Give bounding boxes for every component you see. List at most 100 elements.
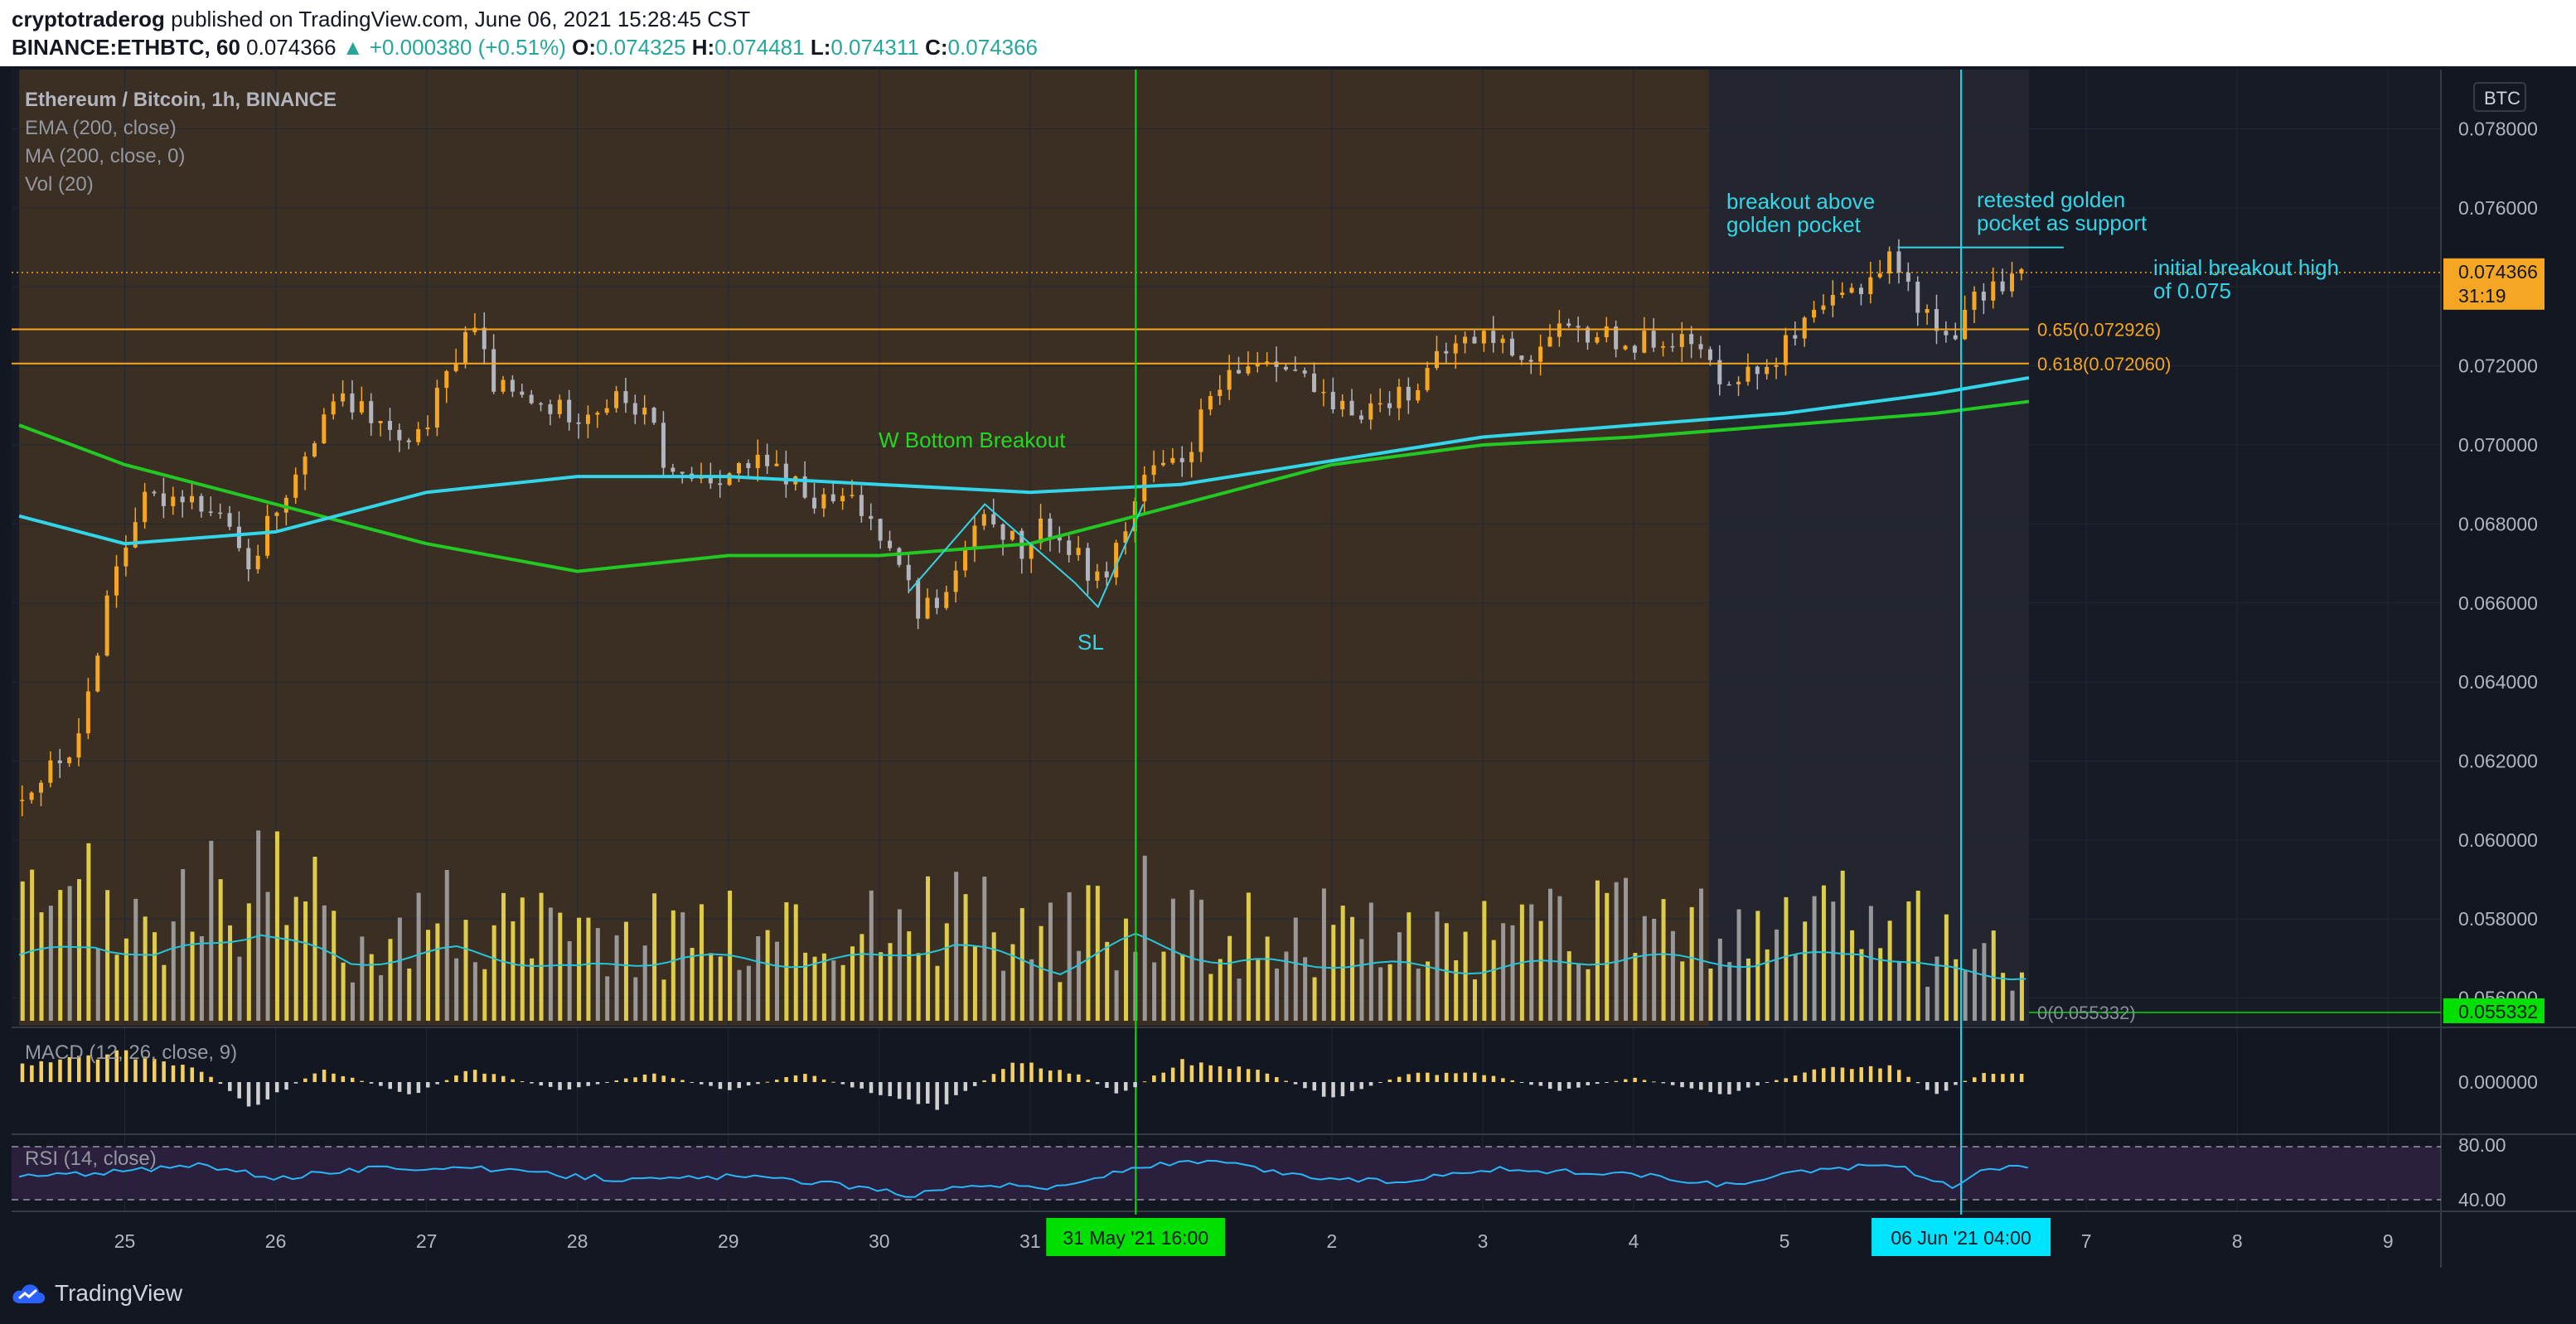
candle-body xyxy=(350,393,355,413)
volume-bar xyxy=(530,958,535,1021)
candle-body xyxy=(1160,462,1165,466)
macd-bar xyxy=(444,1080,449,1082)
candle-body xyxy=(152,491,157,494)
candle-body xyxy=(1802,317,1807,339)
candle-body xyxy=(632,403,637,415)
marker-date-label: 31 May '21 16:00 xyxy=(1063,1227,1208,1249)
volume-bar xyxy=(605,976,610,1021)
volume-bar xyxy=(1114,970,1119,1021)
macd-bar xyxy=(595,1082,600,1085)
macd-bar xyxy=(1821,1068,1826,1082)
macd-bar xyxy=(1039,1068,1043,1082)
macd-bar xyxy=(1331,1082,1335,1098)
volume-bar xyxy=(879,952,884,1021)
tradingview-logo[interactable]: TradingView xyxy=(12,1276,182,1311)
x-tick-label: 5 xyxy=(1779,1230,1790,1252)
macd-bar xyxy=(1925,1082,1930,1090)
macd-bar xyxy=(1019,1063,1024,1082)
candle-body xyxy=(1491,331,1496,343)
candle-body xyxy=(444,370,449,389)
candle-body xyxy=(1840,292,1845,295)
author-name[interactable]: cryptotraderog xyxy=(12,7,165,31)
symbol-label: BINANCE:ETHBTC, 60 xyxy=(12,35,240,60)
macd-bar xyxy=(143,1056,148,1082)
volume-bar xyxy=(623,921,628,1021)
candle-body xyxy=(1698,344,1703,350)
volume-bar xyxy=(2001,973,2006,1021)
low-label: L: xyxy=(810,35,831,60)
candle-body xyxy=(1849,288,1854,293)
macd-bar xyxy=(218,1082,223,1085)
volume-bar xyxy=(369,954,374,1021)
volume-bar xyxy=(1595,880,1600,1021)
volume-bar xyxy=(1170,898,1175,1021)
volume-bar xyxy=(1265,936,1270,1021)
volume-bar xyxy=(341,962,346,1021)
macd-bar xyxy=(756,1082,760,1085)
candle-body xyxy=(1547,336,1552,347)
candle-body xyxy=(765,454,770,466)
macd-bar xyxy=(379,1082,383,1086)
macd-bar xyxy=(48,1062,53,1082)
current-price-value: 0.074366 xyxy=(2458,261,2538,283)
volume-bar xyxy=(1350,916,1355,1021)
candle-body xyxy=(736,462,741,474)
candle-body xyxy=(1378,403,1382,405)
candle-body xyxy=(1651,331,1656,348)
candle-body xyxy=(567,399,572,423)
y-tick-label: 0.058000 xyxy=(2458,908,2538,930)
macd-bar xyxy=(652,1073,656,1082)
volume-bar xyxy=(756,935,761,1021)
macd-bar xyxy=(1708,1082,1712,1093)
macd-bar xyxy=(1765,1082,1770,1083)
volume-bar xyxy=(1736,909,1741,1021)
marker-date-badge xyxy=(1046,1218,1226,1256)
volume-bar xyxy=(1010,944,1015,1021)
candle-body xyxy=(991,514,996,524)
volume-bar xyxy=(972,945,977,1021)
volume-bar xyxy=(256,830,261,1021)
volume-bar xyxy=(95,948,100,1021)
volume-bar xyxy=(1624,877,1629,1021)
macd-bar xyxy=(586,1082,590,1086)
volume-bar xyxy=(1368,902,1373,1021)
volume-bar xyxy=(1275,968,1280,1021)
y-tick-label: 0.076000 xyxy=(2458,197,2538,219)
candle-body xyxy=(1642,331,1647,353)
volume-bar xyxy=(1435,911,1440,1021)
candle-body xyxy=(369,401,374,423)
macd-bar xyxy=(1633,1077,1637,1082)
volume-bar xyxy=(228,925,233,1021)
macd-bar xyxy=(1954,1082,1958,1085)
candle-body xyxy=(680,471,685,474)
macd-bar xyxy=(982,1080,986,1082)
candle-body xyxy=(1509,338,1514,356)
candle-body xyxy=(1812,309,1817,318)
macd-bar xyxy=(2010,1073,2015,1082)
volume-bar xyxy=(218,879,223,1021)
macd-bar xyxy=(1378,1082,1382,1083)
candle-body xyxy=(755,454,760,469)
candle-body xyxy=(133,522,138,548)
volume-bar xyxy=(954,872,959,1021)
volume-bar xyxy=(1906,901,1911,1021)
macd-bar xyxy=(1896,1070,1901,1082)
currency-badge[interactable] xyxy=(2473,82,2526,112)
candle-body xyxy=(1095,571,1100,581)
volume-bar xyxy=(1538,921,1543,1021)
annotation-breakout-line1: breakout above xyxy=(1726,189,1875,214)
candle-body xyxy=(218,512,223,515)
candle-body xyxy=(1039,518,1043,544)
volume-bar xyxy=(153,932,157,1021)
candle-body xyxy=(293,474,298,498)
macd-bar xyxy=(1077,1074,1081,1082)
macd-bar xyxy=(58,1059,62,1082)
macd-bar xyxy=(86,1055,90,1082)
candle-body xyxy=(1868,277,1873,295)
macd-bar xyxy=(1208,1065,1213,1082)
candle-body xyxy=(463,331,468,363)
volume-bar xyxy=(1775,929,1779,1021)
volume-bar xyxy=(1717,938,1722,1021)
macd-bar xyxy=(793,1075,798,1082)
